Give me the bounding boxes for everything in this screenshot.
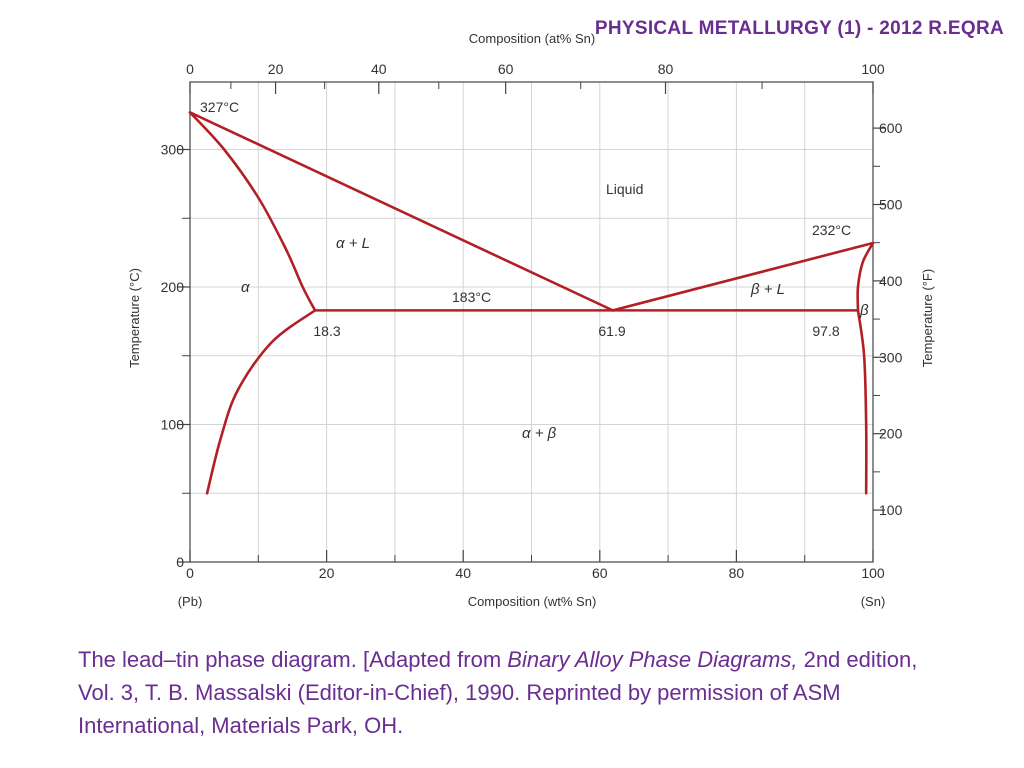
- y-axis-tick-label: 100: [161, 417, 185, 433]
- alpha-plus-liquid-region-label: α + L: [336, 235, 370, 252]
- sn-melting-point-label: 232°C: [812, 222, 851, 238]
- y-axis-tick-label: 300: [161, 142, 185, 158]
- phase-boundary-3: [188, 111, 317, 312]
- right-axis-tick-label: 400: [879, 273, 903, 289]
- top-axis-tick-label: 40: [371, 61, 387, 77]
- right-axis-tick-label: 100: [879, 502, 903, 518]
- phase-boundary-5: [856, 241, 875, 312]
- figure-caption: The lead–tin phase diagram. [Adapted fro…: [78, 643, 958, 742]
- right-axis-tick-label: 500: [879, 197, 903, 213]
- slide-header: PHYSICAL METALLURGY (1) - 2012 R.EQRA: [594, 18, 1004, 39]
- x-axis-left-end-label: (Pb): [178, 594, 203, 609]
- y-axis-tick-label: 200: [161, 279, 185, 295]
- top-axis-tick-label: 20: [268, 61, 284, 77]
- y-axis-tick-label: 0: [176, 554, 184, 570]
- phase-boundary-1: [611, 241, 875, 312]
- phase-boundaries: [188, 111, 875, 495]
- x-axis-right-end-label: (Sn): [861, 594, 886, 609]
- top-axis-tick-label: 60: [498, 61, 514, 77]
- top-axis-tick-label: 100: [861, 61, 885, 77]
- pb-melting-point-label: 327°C: [200, 99, 239, 115]
- caption-book-title: Binary Alloy Phase Diagrams,: [507, 647, 798, 672]
- phase-boundary-4: [205, 309, 317, 495]
- right-axis-tick-label: 600: [879, 120, 903, 136]
- top-axis-tick-label: 80: [658, 61, 674, 77]
- liquid-region-label: Liquid: [606, 181, 643, 197]
- alpha-limit-label: 18.3: [313, 323, 340, 339]
- x-axis-tick-label: 100: [861, 565, 885, 581]
- axis-ticks: 0 20 40 60 80 100 0 20 40 60 80 100 0 100 200 300 100 200…: [161, 61, 903, 581]
- x-axis-tick-label: 60: [592, 565, 608, 581]
- phase-boundary-6: [856, 309, 868, 495]
- caption-text-end: 2nd edition, Vol. 3, T. B. Massalski (Ed…: [78, 647, 918, 738]
- y-axis-title: Temperature (°C): [127, 268, 142, 368]
- right-axis-tick-label: 300: [879, 349, 903, 365]
- beta-limit-label: 97.8: [812, 323, 839, 339]
- x-axis-tick-label: 20: [319, 565, 335, 581]
- x-axis-tick-label: 40: [455, 565, 471, 581]
- y-axis-right-title: Temperature (°F): [920, 269, 935, 367]
- grid-lines: [190, 82, 873, 562]
- alpha-plus-beta-region-label: α + β: [522, 425, 557, 442]
- eutectic-composition-label: 61.9: [598, 323, 625, 339]
- phase-diagram-chart: 0 20 40 60 80 100 0 20 40 60 80 100 0 100 200 300 100 200…: [127, 31, 935, 609]
- phase-boundary-0: [188, 111, 615, 312]
- x-axis-tick-label: 80: [729, 565, 745, 581]
- alpha-region-label: α: [241, 279, 250, 296]
- eutectic-temperature-label: 183°C: [452, 289, 491, 305]
- x-axis-tick-label: 0: [186, 565, 194, 581]
- right-axis-tick-label: 200: [879, 426, 903, 442]
- x-axis-title-top: Composition (at% Sn): [469, 31, 595, 46]
- top-axis-tick-label: 0: [186, 61, 194, 77]
- beta-plus-liquid-region-label: β + L: [750, 281, 785, 298]
- beta-region-label: β: [859, 302, 869, 319]
- caption-text-start: The lead–tin phase diagram. [Adapted fro…: [78, 647, 508, 672]
- x-axis-title: Composition (wt% Sn): [468, 594, 597, 609]
